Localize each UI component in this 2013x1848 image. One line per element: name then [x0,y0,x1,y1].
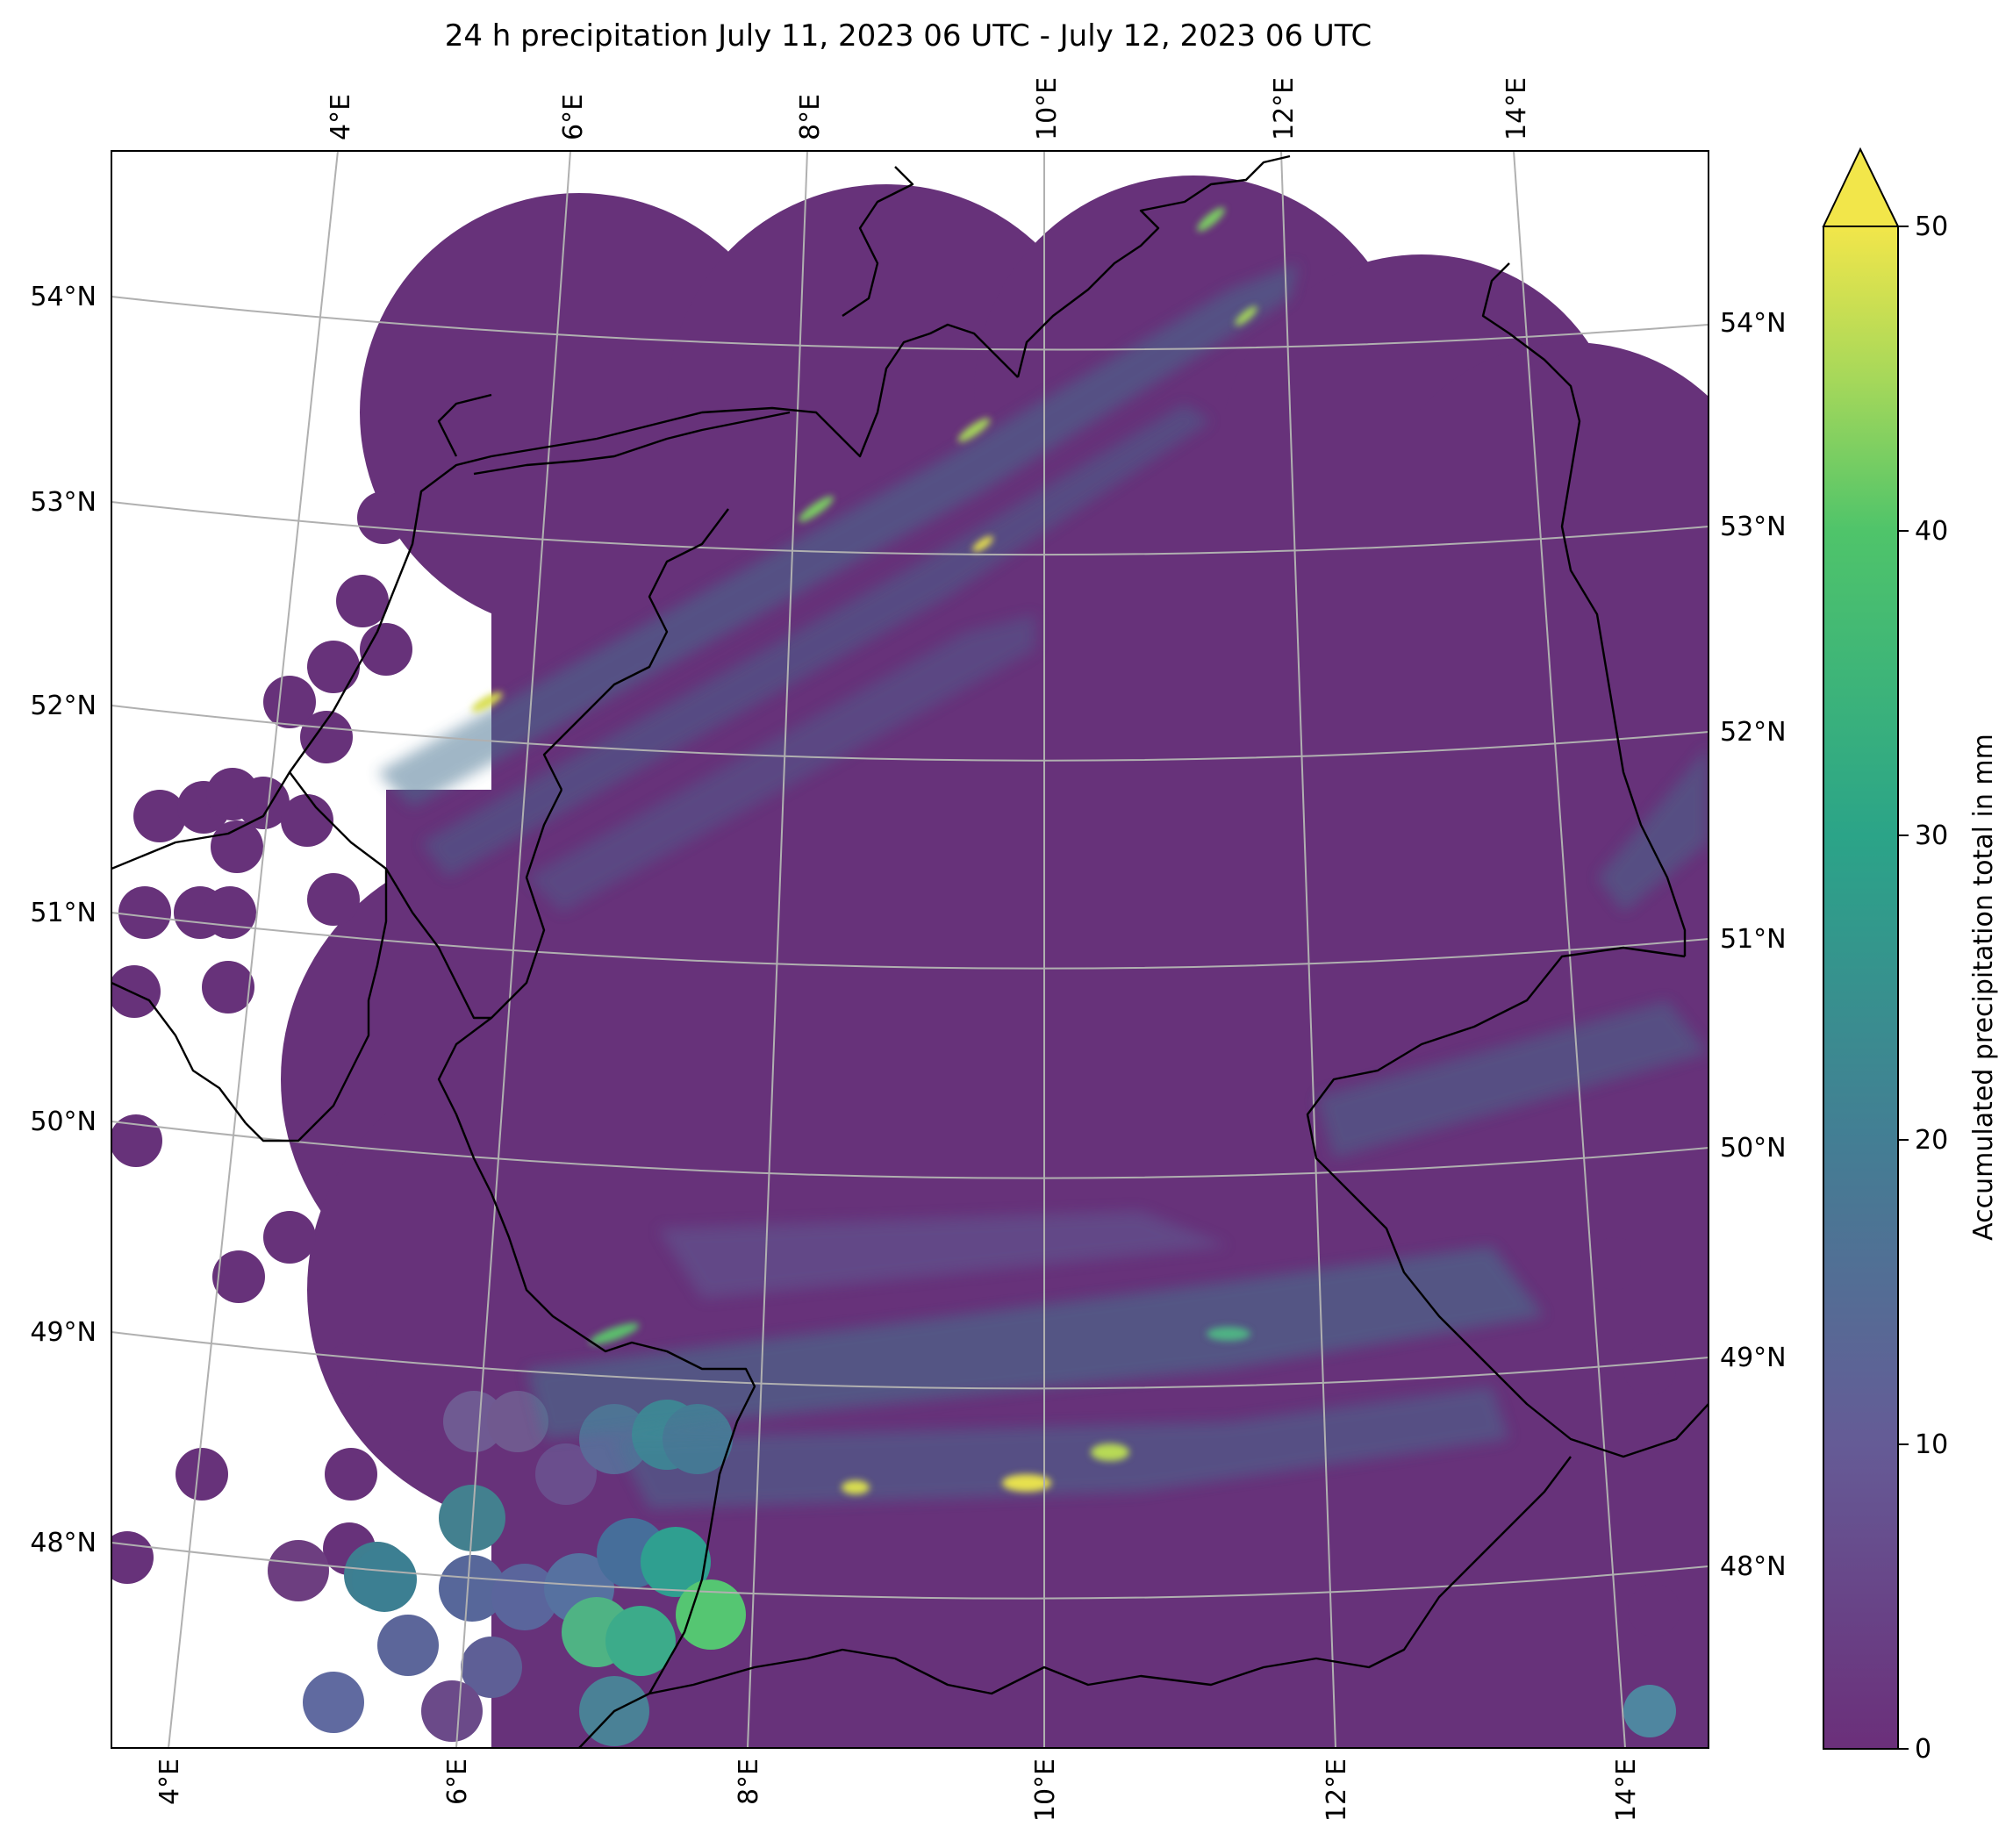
colorbar: 0 10 20 30 40 50 Accumulated precipitati… [1822,147,1999,1765]
latitude-gridlines [111,296,1709,1600]
colorbar-tick-40: 40 [1915,516,1948,547]
top-lon-label-6: 6°E [558,94,589,140]
colorbar-tick-30: 30 [1915,820,1948,851]
left-lat-labels: 48°N 49°N 50°N 51°N 52°N 53°N 54°N [30,282,97,1558]
map-frame [111,150,1709,1749]
precipitation-bands [377,263,1709,1509]
top-lon-label-14: 14°E [1501,77,1532,140]
map-title: 24 h precipitation July 11, 2023 06 UTC … [445,18,1372,54]
top-lon-label-10: 10°E [1032,77,1063,140]
left-lat-label-53: 53°N [30,487,97,518]
colorbar-tick-10: 10 [1915,1429,1948,1460]
longitude-gridlines [168,151,1626,1748]
map-panel [111,151,1709,1748]
bottom-lon-label-4: 4°E [154,1758,185,1805]
left-lat-label-49: 49°N [30,1317,97,1348]
bottom-lon-labels: 4°E 6°E 8°E 10°E 12°E 14°E [154,1758,1642,1822]
top-lon-labels: 4°E 6°E 8°E 10°E 12°E 14°E [326,77,1532,140]
left-lat-label-54: 54°N [30,282,97,312]
bottom-lon-label-14: 14°E [1611,1758,1642,1822]
left-lat-label-48: 48°N [30,1528,97,1558]
precipitation-hotspots [471,207,1257,1494]
left-lat-label-52: 52°N [30,691,97,721]
right-lat-label-50: 50°N [1720,1133,1787,1164]
bottom-lon-label-10: 10°E [1030,1758,1061,1822]
top-lon-label-8: 8°E [795,94,826,140]
bottom-lon-label-6: 6°E [442,1758,473,1805]
right-lat-label-53: 53°N [1720,512,1787,542]
right-lat-label-49: 49°N [1720,1343,1787,1373]
left-lat-label-51: 51°N [30,898,97,928]
right-lat-label-54: 54°N [1720,308,1787,339]
colorbar-tick-20: 20 [1915,1125,1948,1156]
right-lat-label-52: 52°N [1720,717,1787,748]
colorbar-tick-0: 0 [1915,1734,1931,1765]
bottom-lon-label-8: 8°E [734,1758,764,1805]
right-lat-labels: 48°N 49°N 50°N 51°N 52°N 53°N 54°N [1720,308,1787,1582]
right-lat-label-48: 48°N [1720,1551,1787,1582]
coastlines-borders [111,154,1709,1748]
colorbar-extend-arrow [1822,147,1900,227]
colorbar-gradient [1823,226,1898,1749]
left-lat-label-50: 50°N [30,1107,97,1137]
colorbar-tick-50: 50 [1915,211,1948,242]
top-lon-label-12: 12°E [1269,77,1300,140]
bottom-lon-label-12: 12°E [1322,1758,1352,1822]
top-lon-label-4: 4°E [326,94,356,140]
right-lat-label-51: 51°N [1720,924,1787,955]
colorbar-label: Accumulated precipitation total in mm [1968,734,1999,1241]
